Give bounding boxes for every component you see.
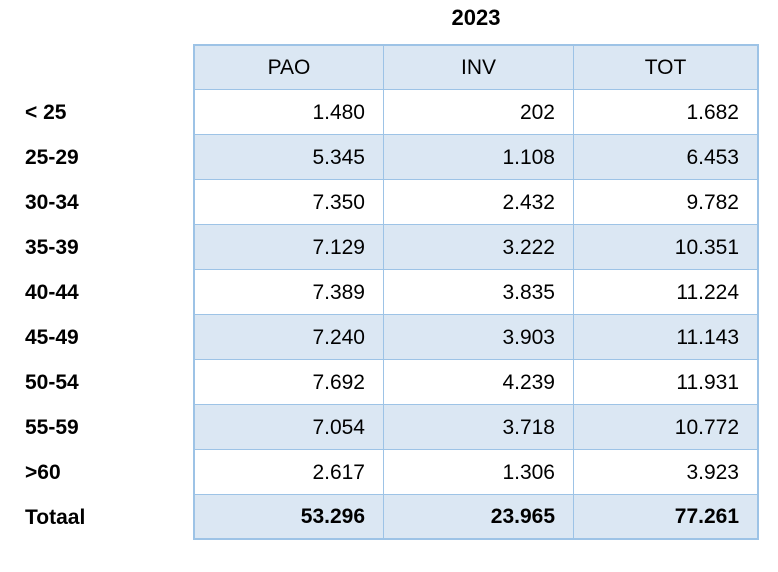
row-label-total: Totaal [25, 506, 86, 529]
cell-tot: 6.453 [574, 135, 759, 180]
cell-pao: 2.617 [193, 450, 384, 495]
cell-inv: 3.718 [384, 405, 574, 450]
cell-tot: 11.143 [574, 315, 759, 360]
cell-inv: 2.432 [384, 180, 574, 225]
cell-pao: 7.054 [193, 405, 384, 450]
col-header-pao: PAO [193, 44, 384, 90]
cell-pao: 7.240 [193, 315, 384, 360]
cell-tot: 9.782 [574, 180, 759, 225]
data-table: PAO INV TOT < 25 1.480 202 1.682 25-29 5… [0, 44, 759, 540]
cell-tot: 11.224 [574, 270, 759, 315]
cell-pao: 7.129 [193, 225, 384, 270]
row-label: 25-29 [25, 146, 79, 169]
header-spacer [0, 44, 193, 90]
cell-inv: 1.306 [384, 450, 574, 495]
cell-inv: 3.835 [384, 270, 574, 315]
row-label: 45-49 [25, 326, 79, 349]
col-header-inv: INV [384, 44, 574, 90]
cell-pao: 7.692 [193, 360, 384, 405]
cell-inv: 202 [384, 90, 574, 135]
page-title: 2023 [451, 5, 501, 30]
cell-pao-total: 53.296 [193, 495, 384, 540]
cell-tot: 10.351 [574, 225, 759, 270]
row-label: 40-44 [25, 281, 79, 304]
cell-tot: 10.772 [574, 405, 759, 450]
cell-tot-total: 77.261 [574, 495, 759, 540]
cell-pao: 7.389 [193, 270, 384, 315]
cell-tot: 11.931 [574, 360, 759, 405]
cell-inv: 4.239 [384, 360, 574, 405]
cell-inv: 3.903 [384, 315, 574, 360]
row-label: 55-59 [25, 416, 79, 439]
row-label: < 25 [25, 101, 67, 124]
cell-pao: 5.345 [193, 135, 384, 180]
cell-inv-total: 23.965 [384, 495, 574, 540]
row-label: 35-39 [25, 236, 79, 259]
col-header-tot: TOT [574, 44, 759, 90]
cell-inv: 3.222 [384, 225, 574, 270]
row-label: >60 [25, 461, 61, 484]
cell-tot: 1.682 [574, 90, 759, 135]
cell-tot: 3.923 [574, 450, 759, 495]
row-label: 50-54 [25, 371, 79, 394]
row-label: 30-34 [25, 191, 79, 214]
cell-pao: 7.350 [193, 180, 384, 225]
cell-pao: 1.480 [193, 90, 384, 135]
cell-inv: 1.108 [384, 135, 574, 180]
